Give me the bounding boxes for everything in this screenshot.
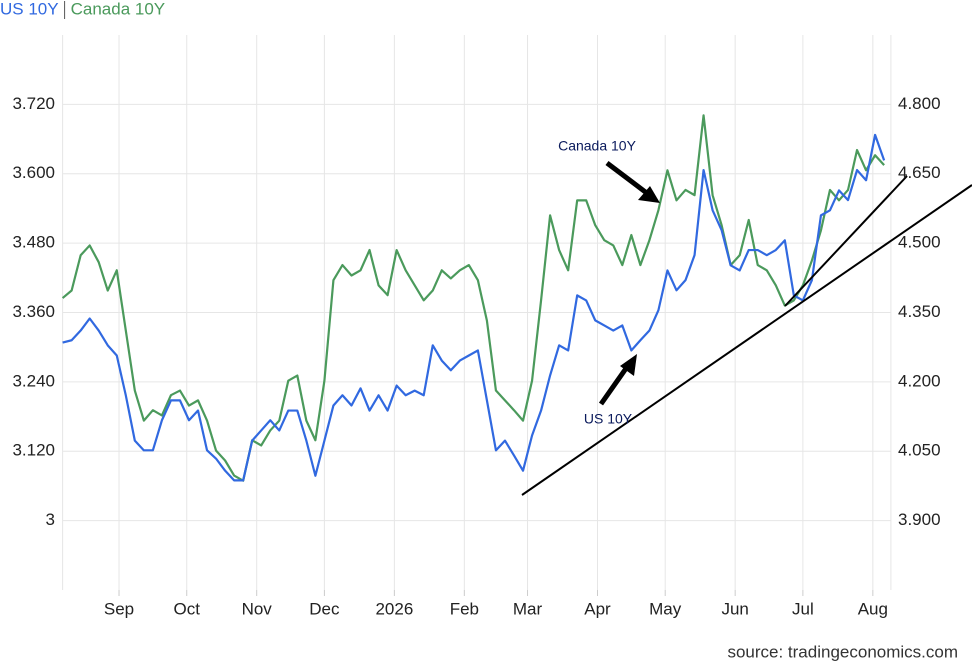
legend-entry: Canada 10Y <box>71 0 166 18</box>
y2-tick-label: 4.050 <box>898 441 941 460</box>
y2-tick-label: 4.650 <box>898 163 941 182</box>
trend-line <box>784 175 908 307</box>
annotation-arrowhead <box>638 186 660 203</box>
x-tick-label: Oct <box>174 599 201 618</box>
x-tick-label: Jun <box>721 599 748 618</box>
y-tick-label: 3.600 <box>12 163 55 182</box>
annotation-arrow <box>598 365 630 406</box>
y-tick-label: 3.480 <box>12 233 55 252</box>
x-tick-label: Sep <box>104 599 134 618</box>
x-tick-label: 2026 <box>375 599 413 618</box>
y2-tick-label: 4.350 <box>898 302 941 321</box>
series-line <box>61 114 885 482</box>
annotation: US 10Y <box>584 411 633 427</box>
annotation: Canada 10Y <box>558 138 637 154</box>
y-tick-label: 3 <box>46 510 55 529</box>
grid <box>62 35 891 596</box>
x-tick-label: Apr <box>584 599 611 618</box>
y-tick-label: 3.360 <box>12 302 55 321</box>
x-tick-label: May <box>649 599 682 618</box>
x-tick-label: Nov <box>242 599 273 618</box>
y-tick-label: 3.120 <box>12 441 55 460</box>
x-tick-label: Feb <box>450 599 479 618</box>
x-tick-label: Mar <box>513 599 543 618</box>
y-tick-label: 3.720 <box>12 94 55 113</box>
y-tick-label: 3.240 <box>12 371 55 390</box>
trend-line <box>521 184 972 496</box>
x-tick-label: Jul <box>792 599 814 618</box>
x-tick-label: Aug <box>858 599 888 618</box>
series-lines <box>61 114 886 482</box>
y2-tick-label: 4.500 <box>898 233 941 252</box>
y2-tick-label: 3.900 <box>898 510 941 529</box>
annotation-arrow <box>605 161 650 196</box>
legend-entry: US 10Y <box>0 0 59 18</box>
y2-tick-label: 4.800 <box>898 94 941 113</box>
x-tick-label: Dec <box>309 599 340 618</box>
annotation-arrowhead <box>620 354 637 376</box>
series-line <box>62 133 886 482</box>
y2-tick-label: 4.200 <box>898 371 941 390</box>
source: source: tradingeconomics.com <box>727 642 958 661</box>
